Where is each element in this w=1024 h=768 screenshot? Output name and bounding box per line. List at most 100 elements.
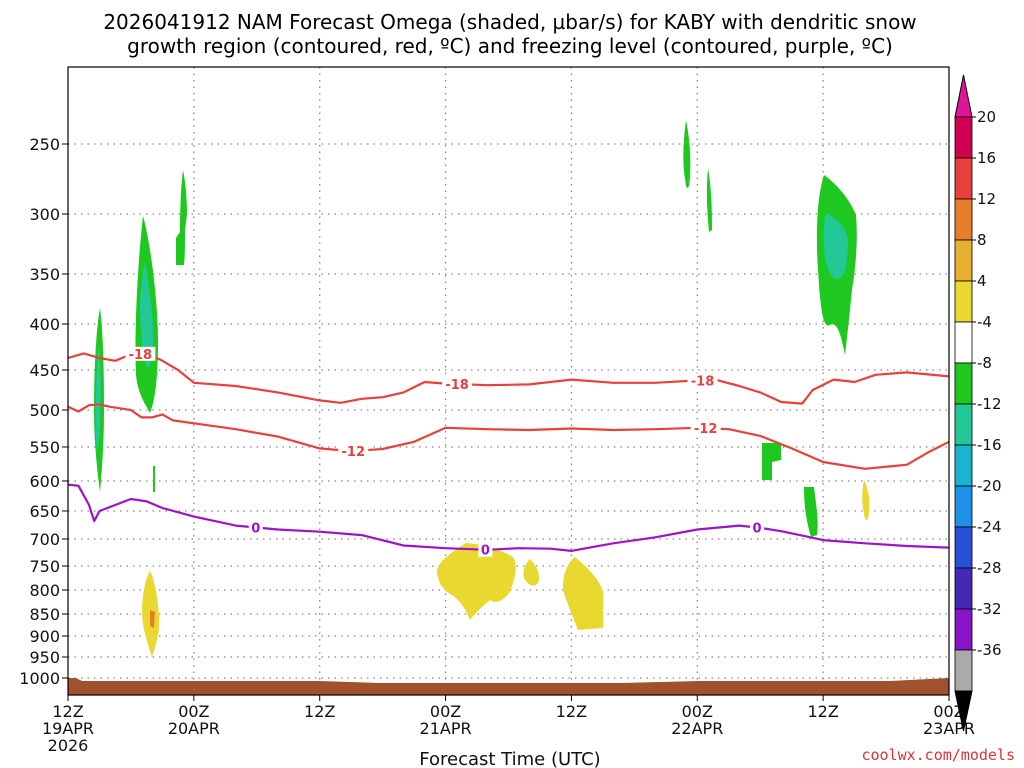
y-tick-label: 600 bbox=[29, 472, 60, 491]
isotherm-label-background bbox=[338, 443, 369, 458]
isotherm-label: 0 bbox=[251, 521, 260, 536]
y-tick-label: 950 bbox=[29, 648, 60, 667]
x-tick-label: 23APR bbox=[923, 719, 975, 738]
y-axis-ticks: 250 300 350 400 450 500 550 600 650 700 750 800 850 9… bbox=[19, 135, 68, 688]
plot-frame bbox=[67, 66, 950, 696]
y-tick-label: 1000 bbox=[19, 669, 60, 688]
colorbar-tick-label: 8 bbox=[977, 231, 987, 249]
isotherm-label-background bbox=[690, 421, 721, 436]
isotherm-label: 0 bbox=[753, 521, 762, 536]
x-tick-label: 2026 bbox=[48, 736, 89, 755]
colorbar-tick-label: 20 bbox=[977, 108, 996, 126]
colorbar-segment bbox=[954, 608, 973, 651]
colorbar-segment bbox=[954, 526, 973, 569]
isotherm-label: -18 bbox=[445, 378, 469, 393]
isotherm-line bbox=[67, 483, 950, 552]
omega-shading bbox=[94, 120, 870, 657]
y-tick-label: 400 bbox=[29, 315, 60, 334]
omega-blob bbox=[437, 543, 516, 620]
x-tick-label: 00Z bbox=[178, 702, 209, 721]
x-tick-label: 22APR bbox=[671, 719, 723, 738]
colorbar-tick-label: -4 bbox=[977, 313, 992, 331]
colorbar-top-arrow bbox=[954, 74, 973, 118]
colorbar-segment bbox=[954, 444, 973, 487]
colorbar-segment bbox=[954, 321, 973, 364]
y-tick-label: 250 bbox=[29, 135, 60, 154]
colorbar-segment bbox=[954, 649, 973, 692]
omega-blob bbox=[683, 120, 691, 189]
omega-blob bbox=[706, 168, 712, 232]
isotherm-label-background bbox=[125, 346, 156, 361]
x-tick-label: 00Z bbox=[682, 702, 713, 721]
isotherm-label: -12 bbox=[694, 422, 718, 437]
omega-blob bbox=[562, 557, 603, 630]
omega-blob bbox=[523, 559, 540, 586]
y-tick-label: 450 bbox=[29, 361, 60, 380]
colorbar-segment bbox=[954, 403, 973, 446]
x-tick-label: 21APR bbox=[420, 719, 472, 738]
omega-blob bbox=[95, 345, 101, 451]
colorbar-tick-label: -36 bbox=[977, 641, 1002, 659]
omega-blob bbox=[150, 610, 155, 628]
colorbar-segment bbox=[954, 362, 973, 405]
colorbar-segment bbox=[954, 198, 973, 241]
colorbar-tick-label: -32 bbox=[977, 600, 1002, 618]
y-tick-label: 800 bbox=[29, 581, 60, 600]
x-tick-label: 00Z bbox=[430, 702, 461, 721]
isotherm-label: 0 bbox=[481, 544, 490, 559]
colorbar-tick-label: 4 bbox=[977, 272, 987, 290]
x-tick-label: 12Z bbox=[304, 702, 335, 721]
grid-lines bbox=[68, 67, 949, 695]
colorbar-tick-label: 16 bbox=[977, 149, 996, 167]
plot-area bbox=[68, 67, 949, 695]
isotherm-label: -12 bbox=[342, 445, 366, 460]
isotherm-label-background bbox=[478, 542, 493, 557]
colorbar-tick-label: -16 bbox=[977, 436, 1002, 454]
y-tick-label: 300 bbox=[29, 205, 60, 224]
y-tick-label: 900 bbox=[29, 627, 60, 646]
credit-text: coolwx.com/models bbox=[861, 746, 1015, 764]
colorbar-tick-label: -28 bbox=[977, 559, 1002, 577]
colorbar-tick-label: -8 bbox=[977, 354, 992, 372]
colorbar-segment bbox=[954, 116, 973, 159]
y-tick-label: 850 bbox=[29, 605, 60, 624]
y-tick-label: 550 bbox=[29, 438, 60, 457]
colorbar-segment bbox=[954, 567, 973, 610]
chart-title-line-1: 2026041912 NAM Forecast Omega (shaded, µ… bbox=[103, 10, 916, 34]
colorbar-tick-label: -20 bbox=[977, 477, 1002, 495]
isotherm-line bbox=[67, 403, 950, 470]
isotherm-contours: -18 -18 -18 -12 -12 0 0 0 bbox=[67, 346, 950, 559]
isotherm-label-background bbox=[442, 377, 473, 392]
isotherm-label-background bbox=[687, 373, 718, 388]
x-tick-label: 20APR bbox=[168, 719, 220, 738]
x-tick-label: 00Z bbox=[933, 702, 964, 721]
y-tick-label: 700 bbox=[29, 530, 60, 549]
colorbar: 20 16 12 8 4 -4 -8 -12 -16 -20 -24 -28 -32 -36 bbox=[954, 74, 1002, 732]
x-tick-label: 12Z bbox=[807, 702, 838, 721]
isotherm-label-background bbox=[248, 520, 263, 535]
x-tick-label: 19APR bbox=[42, 719, 94, 738]
x-tick-label: 12Z bbox=[556, 702, 587, 721]
y-tick-label: 350 bbox=[29, 265, 60, 284]
omega-blob bbox=[862, 480, 870, 521]
chart-title-line-2: growth region (contoured, red, ºC) and f… bbox=[127, 34, 893, 58]
colorbar-tick-label: -24 bbox=[977, 518, 1002, 536]
omega-blob bbox=[804, 487, 818, 537]
colorbar-segment bbox=[954, 485, 973, 528]
omega-blob bbox=[153, 466, 155, 492]
isotherm-label-background bbox=[750, 520, 765, 535]
colorbar-tick-label: 12 bbox=[977, 190, 996, 208]
omega-blob bbox=[823, 213, 848, 279]
y-tick-label: 500 bbox=[29, 401, 60, 420]
colorbar-segment bbox=[954, 157, 973, 200]
omega-blob bbox=[762, 443, 781, 480]
colorbar-segment bbox=[954, 239, 973, 282]
x-tick-label: 12Z bbox=[52, 702, 83, 721]
x-axis-label: Forecast Time (UTC) bbox=[419, 749, 600, 768]
colorbar-bottom-arrow bbox=[954, 690, 973, 732]
y-tick-label: 750 bbox=[29, 557, 60, 576]
omega-blob bbox=[176, 170, 187, 265]
colorbar-segment bbox=[954, 280, 973, 323]
